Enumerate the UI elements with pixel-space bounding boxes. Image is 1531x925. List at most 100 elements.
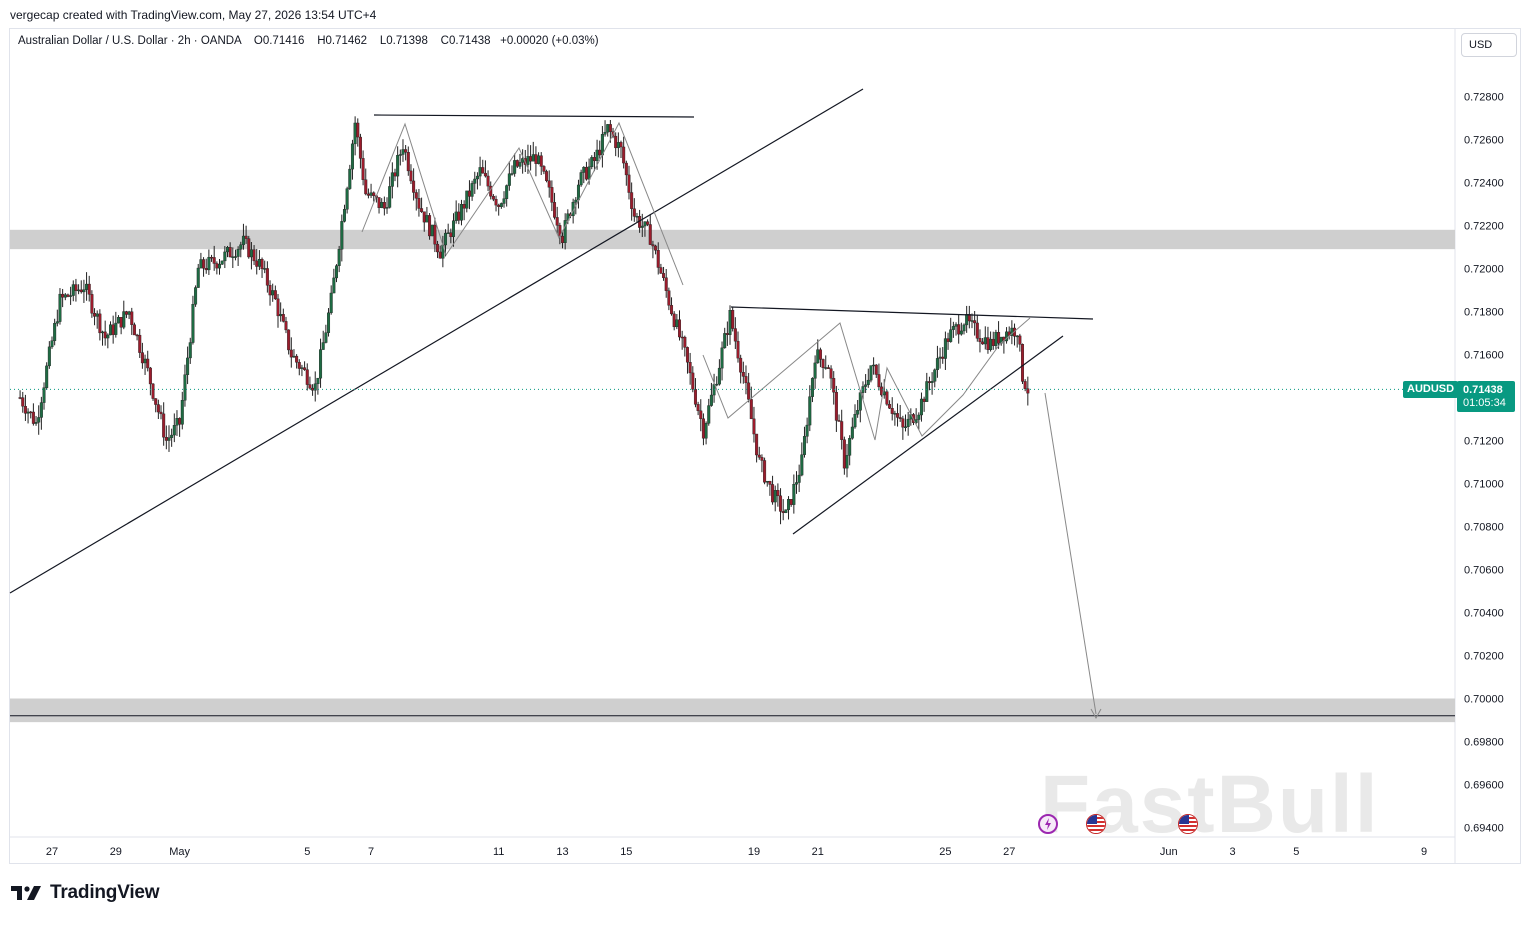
price-axis[interactable]: 0.72800 0.72600 0.72400 0.72200 0.72000 0.718… bbox=[1464, 92, 1504, 835]
candle-body bbox=[61, 293, 65, 298]
candle-body bbox=[85, 283, 89, 290]
time-axis-label: 29 bbox=[110, 846, 122, 858]
candle-body bbox=[845, 455, 849, 469]
ascending-trendline-major[interactable] bbox=[9, 88, 864, 594]
candle-body bbox=[58, 293, 62, 322]
candle-body bbox=[707, 405, 711, 424]
candle-body bbox=[853, 414, 857, 428]
candle-body bbox=[225, 247, 229, 253]
candle-body bbox=[265, 268, 269, 286]
candle-body bbox=[744, 376, 748, 384]
price-axis-label: 0.72400 bbox=[1464, 178, 1504, 190]
legend-pair: Australian Dollar / U.S. Dollar bbox=[18, 35, 168, 47]
price-zone[interactable] bbox=[10, 698, 1455, 723]
candle-body bbox=[904, 426, 908, 428]
candle-body bbox=[159, 411, 163, 415]
candle-body bbox=[324, 332, 328, 343]
candle-body bbox=[18, 397, 22, 399]
time-axis-label: 27 bbox=[1003, 846, 1015, 858]
currency-button[interactable]: USD bbox=[1461, 33, 1517, 57]
price-axis-label: 0.71000 bbox=[1464, 479, 1504, 491]
candle-body bbox=[794, 482, 798, 485]
candle-body bbox=[154, 398, 158, 405]
candle-body bbox=[688, 362, 692, 374]
projection-arrow-line[interactable] bbox=[1044, 392, 1097, 715]
candle-body bbox=[874, 364, 878, 375]
price-zone[interactable] bbox=[10, 229, 1455, 250]
candle-body bbox=[574, 199, 578, 203]
candle-body bbox=[151, 383, 155, 399]
candle-body bbox=[534, 154, 538, 164]
candle-body bbox=[842, 439, 846, 469]
candle-body bbox=[178, 418, 182, 425]
candle-body bbox=[95, 313, 99, 317]
ascending-trendline-triangle[interactable] bbox=[792, 335, 1064, 535]
price-axis-label: 0.71600 bbox=[1464, 350, 1504, 362]
candle-body bbox=[295, 355, 299, 363]
candle-body bbox=[327, 312, 331, 333]
candle-body bbox=[446, 232, 450, 234]
candle-body bbox=[933, 369, 937, 382]
legend-high: H0.71462 bbox=[317, 35, 368, 47]
candle-body bbox=[380, 202, 384, 208]
candle-body bbox=[973, 320, 977, 324]
symbol-legend[interactable]: Australian Dollar / U.S. Dollar · 2h · O… bbox=[18, 35, 599, 47]
candle-body bbox=[212, 257, 216, 264]
candle-body bbox=[271, 290, 275, 296]
candle-body bbox=[470, 183, 474, 197]
resistance-line-top[interactable] bbox=[373, 114, 695, 118]
candle-body bbox=[776, 490, 780, 497]
candle-body bbox=[364, 179, 368, 195]
candle-body bbox=[872, 364, 876, 367]
candle-body bbox=[276, 298, 280, 317]
us-flag-event-icon[interactable] bbox=[1086, 814, 1106, 834]
zigzag-pattern-triangle[interactable] bbox=[702, 317, 1031, 441]
candle-body bbox=[34, 422, 38, 424]
candle-body bbox=[260, 259, 264, 270]
candle-body bbox=[869, 365, 873, 381]
candle-body bbox=[353, 122, 357, 145]
candle-body bbox=[172, 425, 176, 436]
candle-body bbox=[449, 232, 453, 237]
candle-body bbox=[175, 418, 179, 426]
candle-body bbox=[896, 413, 900, 418]
candle-body bbox=[531, 154, 535, 162]
us-flag-event-icon[interactable] bbox=[1178, 814, 1198, 834]
candle-body bbox=[959, 330, 963, 335]
candle-body bbox=[186, 357, 190, 375]
candle-body bbox=[526, 156, 530, 165]
candle-body bbox=[582, 167, 586, 173]
candle-body bbox=[465, 190, 469, 209]
candle-body bbox=[398, 154, 402, 156]
candle-body bbox=[308, 384, 312, 389]
candle-body bbox=[624, 162, 628, 176]
candle-body bbox=[316, 377, 320, 385]
candle-body bbox=[837, 420, 841, 422]
candle-body bbox=[26, 411, 30, 414]
candle-body bbox=[630, 192, 634, 209]
candle-body bbox=[494, 199, 498, 206]
candle-body bbox=[377, 197, 381, 208]
tradingview-brand[interactable]: TradingView bbox=[10, 882, 160, 904]
lightning-event-icon[interactable] bbox=[1038, 814, 1058, 834]
candle-body bbox=[87, 283, 91, 295]
candle-body bbox=[79, 289, 83, 293]
price-axis-label: 0.70200 bbox=[1464, 651, 1504, 663]
candle-body bbox=[101, 331, 105, 334]
candle-body bbox=[31, 411, 35, 424]
candle-body bbox=[289, 349, 293, 358]
zigzag-pattern-top[interactable] bbox=[361, 121, 684, 286]
drawing-tools[interactable] bbox=[9, 88, 1455, 720]
candle-body bbox=[592, 157, 596, 162]
resistance-line-triangle[interactable] bbox=[730, 306, 1094, 320]
candle-body bbox=[342, 209, 346, 222]
candle-body bbox=[919, 398, 923, 416]
candle-body bbox=[236, 248, 240, 257]
candle-body bbox=[409, 170, 413, 182]
candle-body bbox=[608, 124, 612, 132]
time-axis[interactable]: 27 29 May 5 7 11 13 15 19 21 25 27 Jun 3 5 9 bbox=[46, 846, 1427, 858]
candle-body bbox=[954, 324, 958, 327]
candle-body bbox=[648, 224, 652, 245]
candle-body bbox=[239, 244, 243, 250]
